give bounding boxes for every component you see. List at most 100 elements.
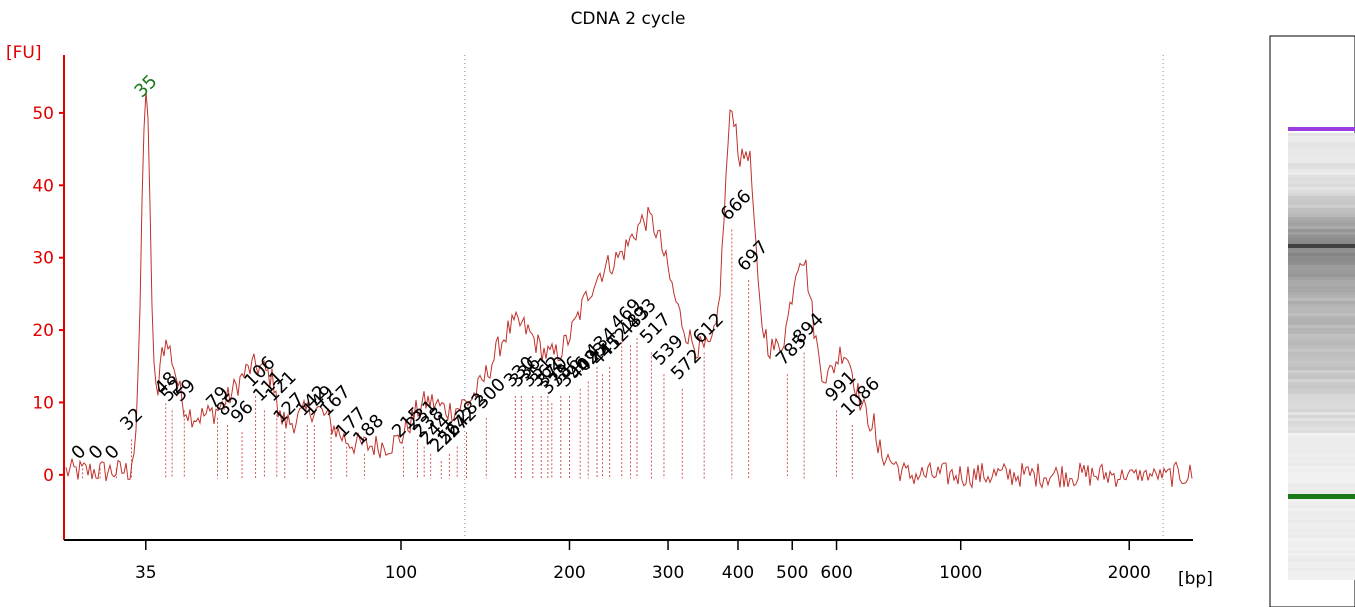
x-tick-label: 500	[776, 563, 808, 583]
chart-title: CDNA 2 cycle	[571, 9, 686, 29]
gel-band	[1288, 490, 1355, 493]
gel-band	[1288, 385, 1355, 388]
gel-band	[1288, 568, 1355, 571]
gel-band	[1288, 358, 1355, 361]
gel-band	[1288, 475, 1355, 478]
marker-peak-label: 35	[130, 71, 161, 102]
gel-band	[1288, 409, 1355, 412]
x-tick-label: 400	[722, 563, 754, 583]
gel-band	[1288, 370, 1355, 373]
gel-band	[1288, 460, 1355, 463]
gel-band	[1288, 400, 1355, 403]
gel-band	[1288, 208, 1355, 211]
gel-band	[1288, 430, 1355, 433]
gel-band	[1288, 151, 1355, 154]
gel-band	[1288, 469, 1355, 472]
gel-band	[1288, 499, 1355, 502]
gel-band	[1288, 199, 1355, 202]
gel-band	[1288, 193, 1355, 196]
gel-band	[1288, 304, 1355, 307]
gel-band	[1288, 295, 1355, 298]
gel-band	[1288, 520, 1355, 523]
gel-band	[1288, 244, 1355, 248]
gel-band	[1288, 205, 1355, 208]
gel-band	[1288, 535, 1355, 538]
gel-band	[1288, 133, 1355, 136]
gel-band	[1288, 355, 1355, 358]
gel-band	[1288, 334, 1355, 337]
gel-band	[1288, 262, 1355, 265]
gel-band	[1288, 175, 1355, 178]
gel-lane	[1269, 35, 1355, 607]
gel-band	[1288, 259, 1355, 262]
gel-band	[1288, 484, 1355, 487]
peak-label: 666	[717, 186, 756, 225]
gel-band	[1288, 451, 1355, 454]
gel-band	[1288, 382, 1355, 385]
gel-band	[1288, 319, 1355, 322]
gel-band	[1288, 517, 1355, 520]
gel-band	[1288, 301, 1355, 304]
gel-band	[1288, 139, 1355, 142]
signal-trace	[65, 91, 1193, 490]
gel-band	[1288, 487, 1355, 490]
peak-label: 612	[689, 309, 728, 348]
gel-band	[1288, 508, 1355, 511]
gel-band	[1288, 316, 1355, 319]
gel-band	[1288, 229, 1355, 232]
gel-band	[1288, 190, 1355, 193]
gel-band	[1288, 424, 1355, 427]
x-tick-label: 100	[385, 563, 417, 583]
x-tick-label: 200	[553, 563, 585, 583]
gel-band	[1288, 256, 1355, 259]
gel-band	[1288, 523, 1355, 526]
gel-band	[1288, 478, 1355, 481]
gel-band	[1288, 439, 1355, 442]
gel-band	[1288, 136, 1355, 139]
gel-band	[1288, 547, 1355, 550]
gel-band	[1288, 550, 1355, 553]
gel-band	[1288, 457, 1355, 460]
y-tick-label: 50	[32, 104, 54, 124]
gel-band	[1288, 349, 1355, 352]
gel-band	[1288, 544, 1355, 547]
gel-band	[1288, 202, 1355, 205]
gel-band	[1288, 472, 1355, 475]
gel-band	[1288, 223, 1355, 226]
x-tick-label: 35	[135, 563, 157, 583]
x-tick-label: 1000	[939, 563, 982, 583]
gel-band	[1288, 448, 1355, 451]
gel-band	[1288, 280, 1355, 283]
gel-band	[1288, 340, 1355, 343]
gel-band	[1288, 343, 1355, 346]
signal-line	[65, 91, 1193, 490]
gel-band	[1288, 559, 1355, 562]
reference-lines	[464, 55, 1164, 540]
gel-band	[1288, 157, 1355, 160]
peak-label: 32	[116, 404, 147, 435]
y-tick-label: 30	[32, 249, 54, 269]
gel-band	[1288, 529, 1355, 532]
gel-band	[1288, 181, 1355, 184]
gel-band	[1288, 514, 1355, 517]
gel-band	[1288, 211, 1355, 214]
gel-band	[1288, 307, 1355, 310]
gel-band	[1288, 154, 1355, 157]
gel-band	[1288, 364, 1355, 367]
gel-band	[1288, 187, 1355, 190]
y-tick-label: 20	[32, 321, 54, 341]
gel-band	[1288, 214, 1355, 217]
gel-band	[1288, 268, 1355, 271]
gel-band	[1288, 532, 1355, 535]
gel-band	[1288, 247, 1355, 250]
gel-band	[1288, 397, 1355, 400]
gel-band	[1288, 328, 1355, 331]
gel-band	[1288, 574, 1355, 577]
gel-band	[1288, 346, 1355, 349]
gel-band	[1288, 298, 1355, 301]
gel-band	[1288, 148, 1355, 151]
gel-band	[1288, 526, 1355, 529]
gel-band	[1288, 454, 1355, 457]
gel-band	[1288, 277, 1355, 280]
